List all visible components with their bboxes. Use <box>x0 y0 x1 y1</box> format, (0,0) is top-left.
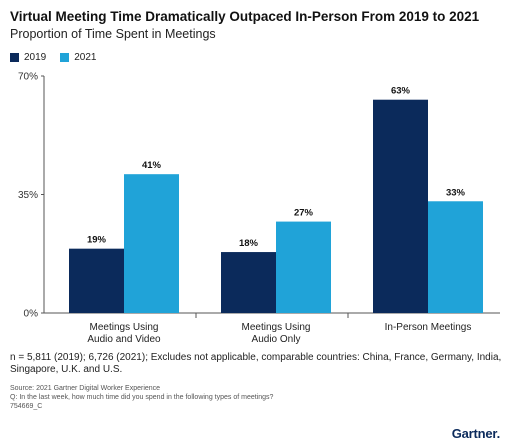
legend-item-2019: 2019 <box>10 52 46 63</box>
gartner-logo: Gartner. <box>451 426 500 441</box>
legend-label-2021: 2021 <box>74 52 97 63</box>
bar-2019-2 <box>373 99 428 313</box>
legend-swatch-2019 <box>10 53 19 62</box>
data-label: 18% <box>239 238 259 249</box>
data-label: 63% <box>391 86 411 97</box>
x-category-label: Meetings Using <box>242 322 311 333</box>
legend: 2019 2021 <box>10 52 111 63</box>
question-line: Q: In the last week, how much time did y… <box>10 394 274 401</box>
x-category-label: Audio Only <box>252 334 301 345</box>
y-tick-label: 35% <box>18 190 38 201</box>
x-category-label: Audio and Video <box>87 334 161 345</box>
sample-note: n = 5,811 (2019); 6,726 (2021); Excludes… <box>10 352 502 375</box>
x-category-label: Meetings Using <box>90 322 159 333</box>
bar-2021-0 <box>124 174 179 313</box>
data-label: 27% <box>294 208 314 219</box>
legend-item-2021: 2021 <box>60 52 97 63</box>
y-tick-label: 70% <box>18 72 38 83</box>
x-category-label: In-Person Meetings <box>385 322 472 333</box>
bar-2019-1 <box>221 252 276 313</box>
legend-label-2019: 2019 <box>24 52 47 63</box>
data-label: 33% <box>446 187 466 198</box>
bar-2019-0 <box>69 248 124 313</box>
document-id: 754669_C <box>10 403 43 410</box>
bar-2021-2 <box>428 201 483 313</box>
y-tick-label: 0% <box>24 309 39 320</box>
data-label: 41% <box>142 160 162 171</box>
chart-title: Virtual Meeting Time Dramatically Outpac… <box>10 9 480 24</box>
chart-subtitle: Proportion of Time Spent in Meetings <box>10 27 216 41</box>
bar-2021-1 <box>276 221 331 313</box>
legend-swatch-2021 <box>60 53 70 62</box>
source-line: Source: 2021 Gartner Digital Worker Expe… <box>10 385 161 392</box>
source-block: Source: 2021 Gartner Digital Worker Expe… <box>10 384 273 411</box>
data-label: 19% <box>87 235 107 246</box>
